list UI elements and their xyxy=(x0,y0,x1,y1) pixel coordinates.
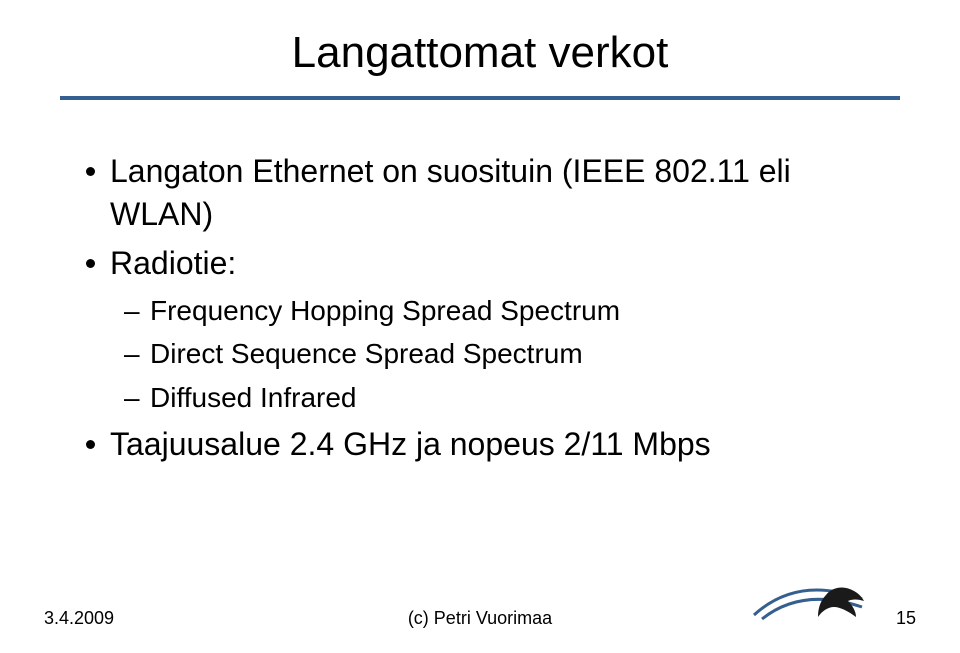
content-area: Langaton Ethernet on suosituin (IEEE 802… xyxy=(60,150,900,466)
footer: 3.4.2009 (c) Petri Vuorimaa 15 xyxy=(0,577,960,637)
bullet-item: Radiotie: Frequency Hopping Spread Spect… xyxy=(80,242,900,417)
sub-bullet-item: Diffused Infrared xyxy=(110,379,900,417)
sub-bullet-item: Frequency Hopping Spread Spectrum xyxy=(110,292,900,330)
sub-bullet-list: Frequency Hopping Spread Spectrum Direct… xyxy=(110,292,900,417)
slide: Langattomat verkot Langaton Ethernet on … xyxy=(0,0,960,653)
footer-page-number: 15 xyxy=(896,608,916,629)
title-rule xyxy=(60,96,900,100)
bullet-list: Langaton Ethernet on suosituin (IEEE 802… xyxy=(80,150,900,466)
slide-title: Langattomat verkot xyxy=(60,28,900,78)
footer-copyright: (c) Petri Vuorimaa xyxy=(408,608,552,629)
footer-date: 3.4.2009 xyxy=(44,608,114,629)
bullet-item: Langaton Ethernet on suosituin (IEEE 802… xyxy=(80,150,900,236)
sub-bullet-item: Direct Sequence Spread Spectrum xyxy=(110,335,900,373)
bullet-item: Taajuusalue 2.4 GHz ja nopeus 2/11 Mbps xyxy=(80,423,900,466)
bullet-label: Radiotie: xyxy=(110,245,236,281)
bird-logo-icon xyxy=(748,565,868,625)
